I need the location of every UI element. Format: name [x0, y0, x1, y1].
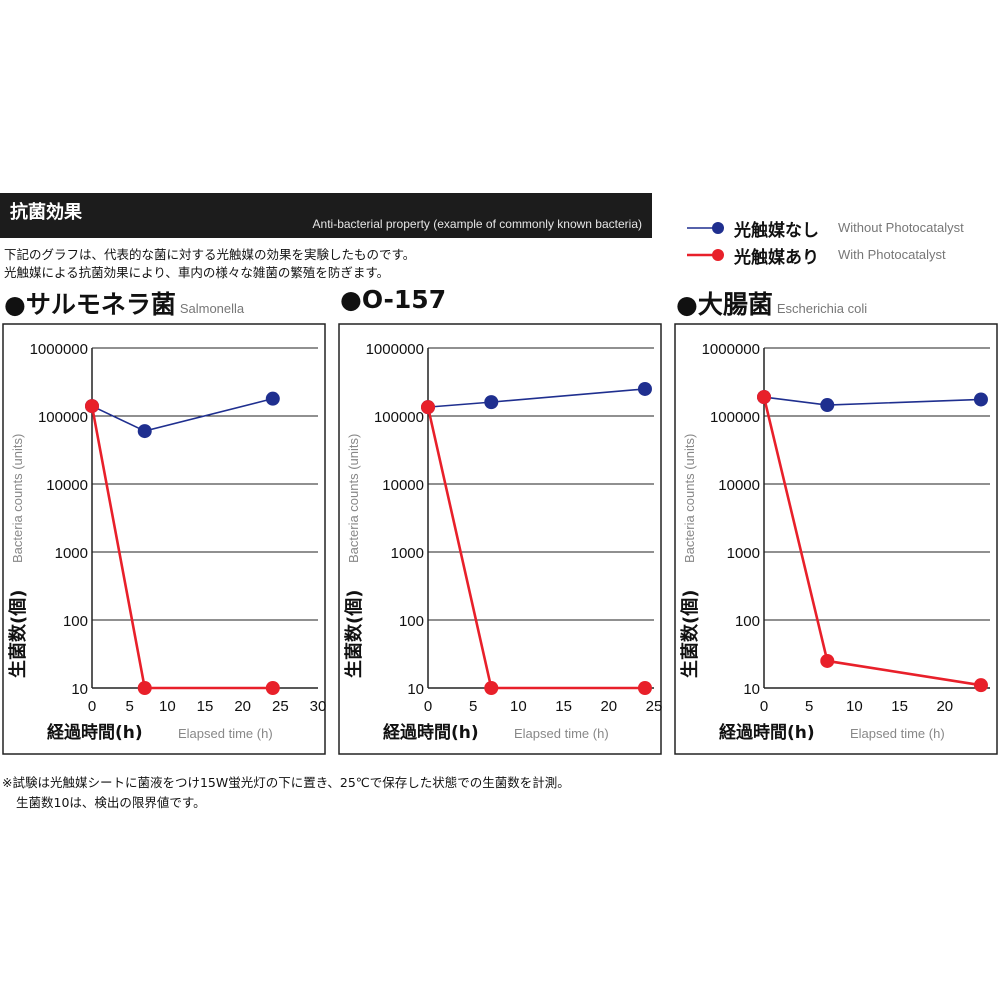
y-tick-label: 100: [735, 613, 760, 630]
y-tick-label: 1000: [727, 545, 760, 562]
y-tick-label: 1000: [391, 545, 424, 562]
y-tick-label: 100: [399, 613, 424, 630]
y-tick-label: 100000: [374, 409, 424, 426]
legend-label-without: 光触媒なし: [734, 221, 819, 241]
x-tick-label: 20: [234, 698, 251, 715]
chart-title-salmonella: ●サルモネラ菌 Salmonella: [4, 285, 244, 321]
x-axis-label-en: Elapsed time (h): [850, 726, 945, 741]
section-header-bar: 抗菌効果 Anti-bacterial property (example of…: [0, 193, 652, 238]
data-point-with: [637, 681, 652, 695]
chart-title-o157: ●O-157: [340, 285, 450, 314]
legend-label-with: 光触媒あり: [734, 248, 819, 268]
y-axis-label-en: Bacteria counts (units): [10, 434, 25, 563]
data-point-without: [820, 398, 835, 413]
intro-line-2: 光触媒による抗菌効果により、車内の様々な雑菌の繁殖を防ぎます。: [4, 265, 390, 280]
x-tick-label: 0: [424, 698, 432, 715]
x-axis-label: 経過時間(h): [719, 722, 815, 743]
series-line-without: [91, 397, 273, 432]
y-tick-label: 10000: [718, 477, 760, 494]
y-tick-label: 10: [71, 681, 88, 698]
y-tick-label: 10000: [382, 477, 424, 494]
data-point-without: [973, 392, 988, 407]
y-axis-label: 生菌数(個): [343, 590, 365, 678]
x-axis-label-en: Elapsed time (h): [514, 726, 609, 741]
footnote-line-1: ※試験は光触媒シートに菌液をつけ15W蛍光灯の下に置き、25℃で保存した状態での…: [2, 775, 570, 790]
y-tick-label: 100000: [710, 409, 760, 426]
data-point-without: [137, 424, 152, 439]
x-tick-label: 30: [310, 698, 326, 715]
x-tick-label: 20: [936, 698, 953, 715]
data-point-with: [484, 681, 499, 695]
x-tick-label: 5: [469, 698, 477, 715]
data-point-without: [265, 391, 280, 406]
chart-frame: [674, 323, 998, 755]
series-line-without: [427, 388, 646, 408]
data-point-with: [85, 399, 99, 414]
data-point-with: [820, 653, 835, 668]
chart-title-en: Salmonella: [179, 301, 245, 316]
section-title: 抗菌効果: [10, 202, 82, 223]
x-tick-label: 5: [125, 698, 133, 715]
y-tick-label: 10: [407, 681, 424, 698]
series-line-with: [426, 406, 645, 690]
chart-frame: [2, 323, 326, 755]
x-tick-label: 15: [197, 698, 214, 715]
x-tick-label: 10: [159, 698, 176, 715]
footnote-line-2: 生菌数10は、検出の限界値です。: [16, 795, 206, 810]
y-axis-label: 生菌数(個): [679, 590, 701, 678]
series-line-with: [762, 396, 982, 687]
x-tick-label: 10: [846, 698, 863, 715]
y-axis-label: 生菌数(個): [7, 590, 29, 678]
data-point-without: [637, 381, 652, 396]
chart-title-jp: ●サルモネラ菌: [4, 290, 176, 319]
data-point-without: [484, 395, 499, 410]
legend-swatch-with: [687, 249, 724, 261]
chart-frame: [338, 323, 662, 755]
x-tick-label: 0: [88, 698, 96, 715]
legend-item-without: 光触媒なし Without Photocatalyst: [682, 216, 1000, 241]
chart-title-jp: ●大腸菌: [676, 290, 773, 319]
data-point-with: [973, 678, 988, 693]
x-tick-label: 20: [600, 698, 617, 715]
x-tick-label: 0: [760, 698, 768, 715]
x-tick-label: 5: [805, 698, 813, 715]
x-tick-label: 25: [272, 698, 289, 715]
y-tick-label: 100000: [38, 409, 88, 426]
data-point-with: [137, 681, 152, 695]
legend-label-with-en: With Photocatalyst: [838, 247, 946, 262]
y-tick-label: 1000000: [702, 341, 760, 358]
x-tick-label: 10: [510, 698, 527, 715]
series-line-with: [90, 405, 273, 690]
legend-swatch-without: [687, 222, 724, 234]
x-tick-label: 25: [646, 698, 662, 715]
y-tick-label: 10000: [46, 477, 88, 494]
y-tick-label: 100: [63, 613, 88, 630]
y-axis-label-en: Bacteria counts (units): [346, 434, 361, 563]
x-tick-label: 15: [891, 698, 908, 715]
legend-label-without-en: Without Photocatalyst: [838, 220, 964, 235]
x-axis-label: 経過時間(h): [383, 722, 479, 743]
x-tick-label: 15: [555, 698, 572, 715]
chart-title-jp: ●O-157: [340, 285, 447, 314]
data-point-with: [265, 681, 280, 695]
section-subtitle: Anti-bacterial property (example of comm…: [312, 217, 642, 231]
chart-title-ecoli: ●大腸菌 Escherichia coli: [676, 285, 867, 321]
x-axis-label-en: Elapsed time (h): [178, 726, 273, 741]
legend-item-with: 光触媒あり With Photocatalyst: [682, 243, 1000, 268]
y-tick-label: 1000: [55, 545, 88, 562]
y-axis-label-en: Bacteria counts (units): [682, 434, 697, 563]
x-axis-label: 経過時間(h): [47, 722, 143, 743]
y-tick-label: 1000000: [30, 341, 88, 358]
intro-line-1: 下記のグラフは、代表的な菌に対する光触媒の効果を実験したものです。: [4, 247, 416, 262]
chart-title-en: Escherichia coli: [776, 301, 868, 316]
data-point-with: [421, 400, 435, 415]
y-tick-label: 1000000: [366, 341, 424, 358]
series-line-without: [763, 396, 981, 406]
data-point-with: [757, 390, 771, 405]
y-tick-label: 10: [743, 681, 760, 698]
